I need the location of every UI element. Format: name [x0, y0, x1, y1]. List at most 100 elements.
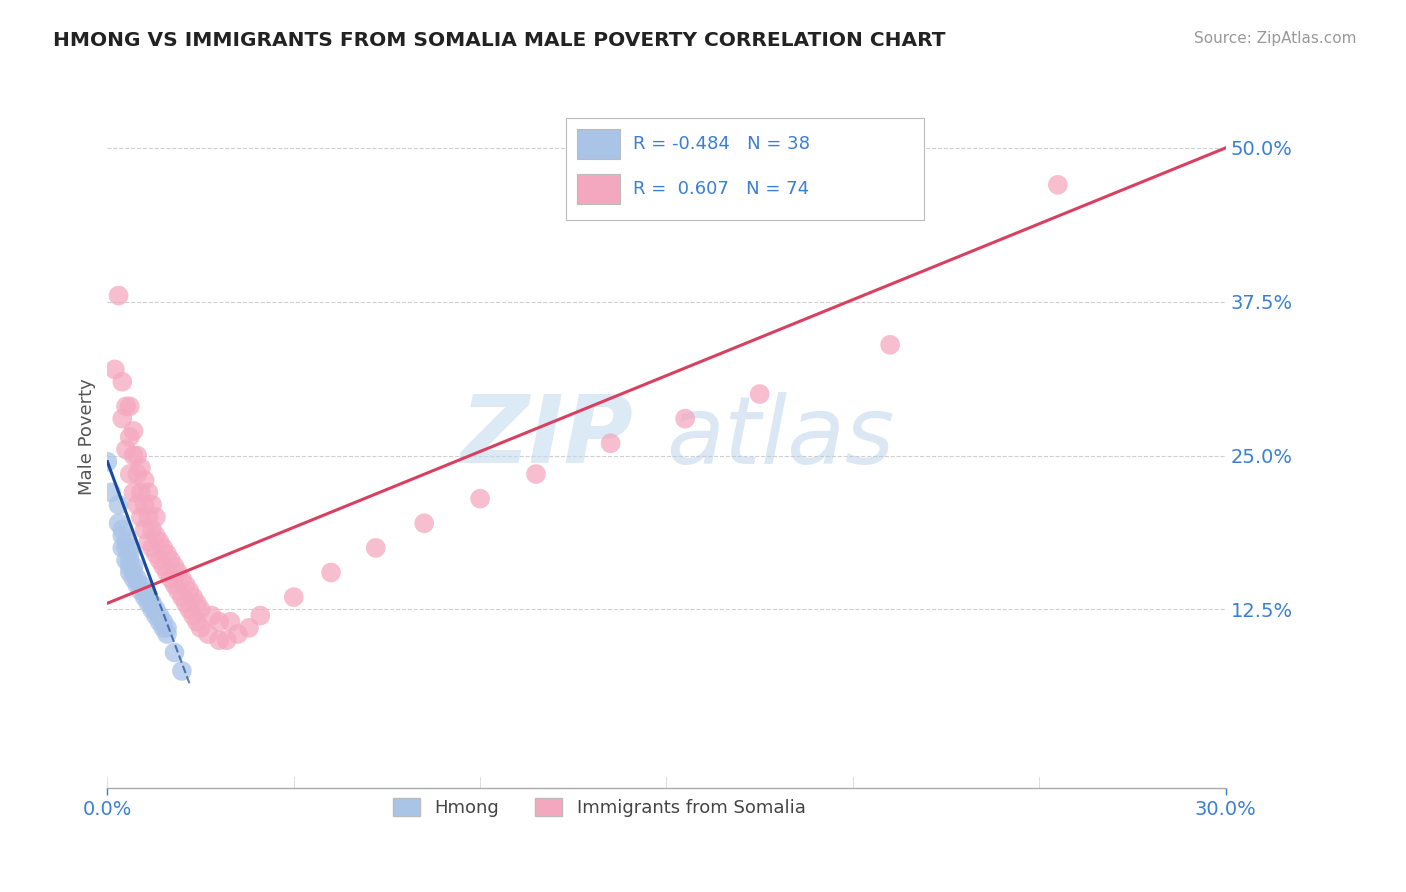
Point: [118, 559, 141, 574]
Point: [127, 498, 149, 512]
Point: [673, 411, 696, 425]
Point: [141, 541, 163, 555]
Point: [283, 590, 305, 604]
Point: [174, 578, 197, 592]
Point: [122, 485, 145, 500]
Point: [174, 596, 197, 610]
Point: [118, 566, 141, 580]
Bar: [576, 174, 620, 203]
Point: [179, 602, 201, 616]
Point: [156, 627, 179, 641]
Point: [115, 442, 138, 457]
Point: [219, 615, 242, 629]
Point: [170, 590, 193, 604]
Text: Source: ZipAtlas.com: Source: ZipAtlas.com: [1194, 31, 1357, 46]
Point: [118, 541, 141, 555]
Point: [111, 541, 134, 555]
Point: [127, 578, 149, 592]
Point: [148, 608, 170, 623]
Point: [148, 615, 170, 629]
Point: [111, 375, 134, 389]
Point: [118, 467, 141, 481]
Point: [115, 553, 138, 567]
Point: [127, 572, 149, 586]
Point: [127, 467, 149, 481]
Point: [152, 621, 174, 635]
Point: [129, 510, 152, 524]
Point: [170, 572, 193, 586]
Point: [115, 534, 138, 549]
Point: [197, 627, 219, 641]
Point: [118, 553, 141, 567]
Point: [115, 400, 138, 414]
Point: [879, 338, 901, 352]
Point: [179, 584, 201, 599]
Point: [104, 362, 127, 376]
Point: [1046, 178, 1069, 192]
Point: [107, 498, 129, 512]
Point: [468, 491, 491, 506]
Point: [141, 602, 163, 616]
Point: [201, 608, 224, 623]
Point: [167, 584, 190, 599]
Point: [249, 608, 271, 623]
Point: [319, 566, 342, 580]
Point: [115, 541, 138, 555]
Point: [118, 400, 141, 414]
Point: [107, 516, 129, 531]
Point: [748, 387, 770, 401]
Point: [118, 430, 141, 444]
Point: [413, 516, 436, 531]
Point: [96, 455, 118, 469]
Point: [138, 485, 160, 500]
Point: [163, 578, 186, 592]
Point: [129, 578, 152, 592]
Point: [181, 590, 204, 604]
Point: [190, 621, 212, 635]
Point: [148, 534, 170, 549]
Point: [122, 559, 145, 574]
Point: [122, 424, 145, 438]
Text: R = -0.484   N = 38: R = -0.484 N = 38: [633, 135, 810, 153]
Point: [159, 572, 181, 586]
Point: [145, 528, 167, 542]
Point: [134, 473, 156, 487]
Text: R =  0.607   N = 74: R = 0.607 N = 74: [633, 180, 808, 198]
Point: [122, 566, 145, 580]
Point: [364, 541, 387, 555]
Point: [159, 553, 181, 567]
Point: [226, 627, 249, 641]
Point: [145, 608, 167, 623]
Point: [141, 523, 163, 537]
Point: [156, 547, 179, 561]
Point: [129, 461, 152, 475]
Point: [138, 510, 160, 524]
Point: [170, 664, 193, 678]
Point: [134, 590, 156, 604]
Point: [134, 523, 156, 537]
Point: [118, 547, 141, 561]
Point: [152, 541, 174, 555]
Point: [100, 485, 122, 500]
Point: [138, 534, 160, 549]
Point: [599, 436, 621, 450]
Point: [129, 584, 152, 599]
Point: [163, 559, 186, 574]
Text: atlas: atlas: [666, 392, 894, 483]
Point: [111, 528, 134, 542]
Point: [152, 615, 174, 629]
Point: [181, 608, 204, 623]
Point: [148, 553, 170, 567]
Point: [107, 288, 129, 302]
Point: [111, 411, 134, 425]
Point: [156, 621, 179, 635]
Point: [152, 559, 174, 574]
Point: [138, 590, 160, 604]
Point: [122, 449, 145, 463]
Point: [238, 621, 260, 635]
Point: [127, 449, 149, 463]
Point: [134, 498, 156, 512]
Bar: [576, 129, 620, 159]
Point: [145, 510, 167, 524]
Point: [163, 645, 186, 659]
